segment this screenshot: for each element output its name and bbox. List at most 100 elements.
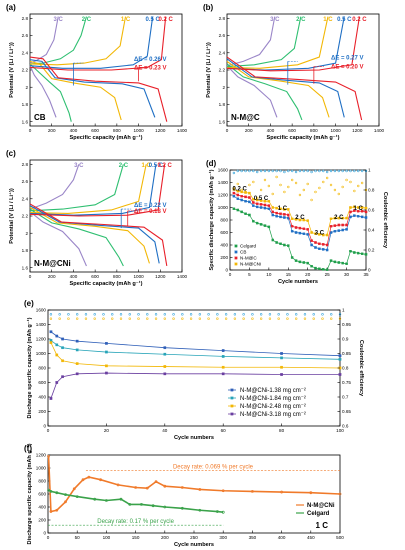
data-point [353, 205, 356, 209]
x-tick-label: 400 [267, 128, 275, 133]
y-axis-label: Discharge specific capacity (mAh g⁻¹) [26, 443, 33, 544]
chart-panel-b: 0 200 400 600 800 1000 1200 1400 1.6 1.8 2 2.2 2.4 2.… [203, 3, 385, 141]
efficiency-point [306, 169, 309, 173]
y-tick-label: 0 [43, 424, 46, 429]
data-point [259, 203, 263, 206]
data-point [244, 195, 247, 199]
efficiency-point [302, 188, 306, 192]
rate-label: 2 C [119, 163, 129, 169]
x-tick-label: 500 [336, 535, 344, 540]
efficiency-point [259, 188, 263, 192]
legend-label: N-M@CNi-2.48 mg cm⁻² [240, 404, 306, 410]
y-axis-label: Discharge specific capacity (mAh g⁻¹) [26, 317, 33, 418]
data-point [267, 225, 271, 229]
delta-label: ΔE = 0.18 V [134, 209, 167, 215]
x-tick-label: 50 [75, 535, 81, 540]
data-point [337, 229, 341, 232]
x-tick-label: 80 [279, 428, 285, 433]
y-axis-label: Specific discharge capacity (mAh g⁻¹) [208, 169, 215, 270]
data-point [325, 268, 329, 271]
y2-tick-label: 0.75 [342, 380, 351, 385]
data-point [232, 188, 236, 191]
y-tick-label: 400 [38, 505, 46, 510]
efficiency-point [233, 313, 237, 316]
rate-label: 0.2 C [157, 163, 172, 169]
data-point [302, 227, 306, 230]
efficiency-point [286, 313, 289, 316]
y-tick-label: 2.8 [219, 16, 226, 21]
efficiency-point [341, 169, 344, 173]
efficiency-point [236, 169, 239, 173]
y-tick-label: 1.8 [219, 102, 226, 107]
data-point [232, 207, 236, 210]
data-point [322, 233, 325, 237]
decay-label: Decay rate: 0.069 % per cycle [173, 465, 254, 471]
y-tick-label: 1200 [36, 453, 47, 458]
data-point [105, 364, 108, 368]
efficiency-point [329, 169, 333, 173]
efficiency-point [128, 317, 131, 320]
data-point [356, 206, 360, 209]
charge-curve-2C [29, 164, 124, 212]
rate-label: 0.5 C [149, 163, 164, 169]
data-point [356, 214, 360, 218]
data-point [306, 228, 309, 231]
efficiency-point [267, 184, 271, 188]
charge-curve-2C [226, 16, 302, 68]
x-tick-label: 20 [305, 272, 311, 277]
efficiency-point [268, 317, 272, 320]
data-point [345, 262, 348, 265]
y-tick-label: 2.6 [22, 179, 29, 184]
y-tick-label: 2.8 [22, 16, 29, 21]
data-point [163, 372, 167, 376]
data-point [128, 502, 132, 506]
data-point [349, 215, 352, 219]
charge-curve-3C [29, 164, 80, 210]
efficiency-point [67, 313, 70, 316]
efficiency-point [251, 313, 254, 316]
efficiency-point [259, 313, 263, 316]
y-tick-label: 200 [38, 518, 46, 523]
data-point [287, 208, 290, 211]
data-point [318, 242, 321, 245]
y-tick-label: 2 [25, 85, 28, 90]
data-point [47, 454, 50, 458]
data-point [298, 226, 302, 230]
data-point [49, 510, 53, 513]
y2-tick-label: 1 [368, 168, 371, 173]
efficiency-point [102, 313, 105, 316]
x-axis-label: Specific capacity (mAh g⁻¹) [70, 280, 143, 287]
data-point [310, 231, 313, 234]
efficiency-point [279, 183, 282, 187]
efficiency-point [287, 185, 290, 189]
x-tick-label: 10 [266, 272, 272, 277]
efficiency-point [330, 313, 333, 316]
data-point [55, 353, 59, 357]
x-tick-label: 800 [310, 128, 318, 133]
data-point [333, 229, 337, 233]
data-point [275, 206, 278, 210]
legend-label: N-M@CNi [307, 503, 335, 509]
data-point [64, 500, 67, 504]
x-tick-label: 600 [91, 128, 99, 133]
y-tick-label: 400 [220, 243, 228, 248]
efficiency-point [236, 182, 239, 186]
data-point [93, 497, 97, 501]
efficiency-point [333, 188, 337, 192]
x-tick-label: 60 [221, 428, 227, 433]
data-point [353, 209, 356, 212]
x-tick-label: 400 [70, 128, 78, 133]
charge-curve-1C [226, 16, 329, 69]
data-point [163, 346, 167, 350]
data-point [61, 346, 64, 350]
efficiency-point [306, 182, 309, 186]
data-point [252, 198, 255, 201]
data-point [221, 355, 225, 358]
efficiency-point [303, 313, 307, 316]
rate-label: 0.2 C [233, 187, 248, 193]
data-point [325, 233, 329, 237]
data-point [240, 194, 243, 198]
efficiency-point [232, 171, 236, 175]
x-tick-label: 200 [48, 128, 56, 133]
